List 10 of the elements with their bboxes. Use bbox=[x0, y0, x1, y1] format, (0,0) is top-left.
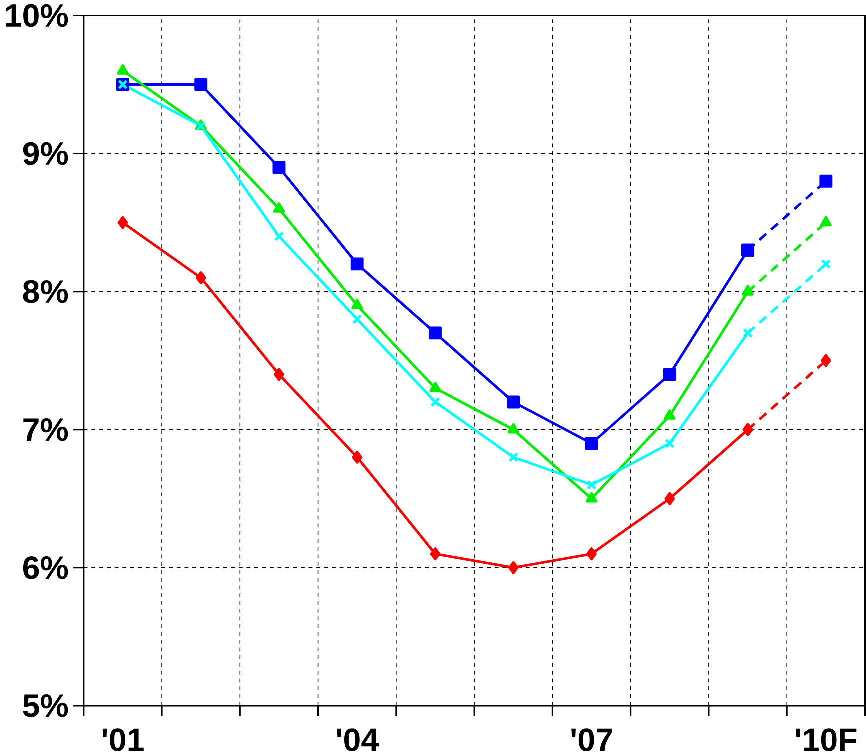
y-tick-label: 8% bbox=[23, 280, 68, 304]
x-tick-label: '04 bbox=[337, 728, 379, 752]
y-tick-label: 6% bbox=[23, 556, 68, 580]
x-tick-label: '01 bbox=[102, 728, 144, 752]
x-tick-label: '07 bbox=[572, 728, 612, 752]
y-tick-label: 9% bbox=[23, 142, 68, 166]
x-tick-label: '10F bbox=[796, 728, 857, 752]
y-tick-label: 7% bbox=[24, 418, 68, 442]
y-tick-label: 5% bbox=[23, 694, 68, 718]
y-tick-label: 10% bbox=[6, 4, 68, 28]
